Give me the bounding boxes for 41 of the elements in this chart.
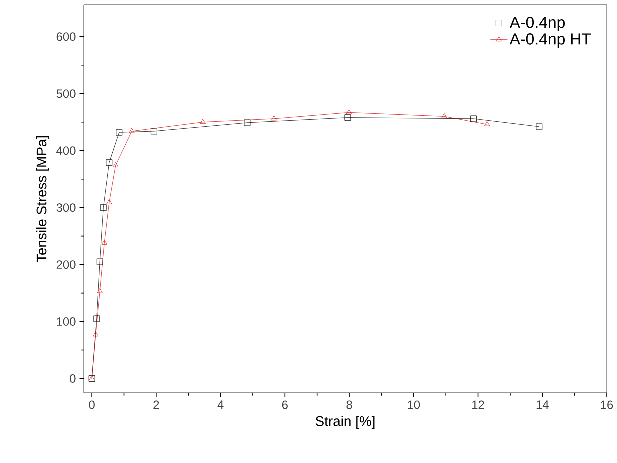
y-tick-label: 200 (56, 260, 76, 270)
x-tick-label: 2 (154, 400, 160, 410)
point (244, 120, 251, 126)
point (100, 204, 107, 212)
point (200, 119, 206, 124)
point (344, 114, 352, 121)
x-tick-label: 10 (408, 400, 420, 410)
x-tick-label: 8 (346, 400, 352, 410)
point (116, 129, 123, 136)
point (129, 128, 135, 134)
x-axis-title: Strain [%] (316, 416, 375, 430)
point (150, 128, 158, 135)
y-tick-label: 300 (56, 204, 76, 212)
point (113, 162, 119, 168)
x-tick-label: 6 (282, 400, 288, 410)
point (470, 116, 477, 122)
point (442, 113, 448, 118)
point (106, 160, 113, 166)
x-tick-label: 16 (601, 400, 614, 410)
point (94, 316, 100, 322)
y-tick-label: 600 (56, 32, 76, 42)
legend-label: A-0.4np (510, 16, 565, 32)
point (346, 109, 352, 114)
legend-label: A-0.4np HT (510, 34, 591, 48)
point (271, 116, 277, 121)
point (484, 121, 490, 126)
y-axis-title: Tensile Stress [MPa] (36, 136, 50, 262)
point (96, 258, 104, 266)
y-tick-label: 100 (57, 318, 76, 326)
point (102, 240, 108, 245)
point (97, 288, 103, 294)
x-tick-label: 12 (472, 400, 484, 410)
point (106, 200, 112, 204)
point (536, 124, 543, 130)
y-tick-label: 400 (56, 146, 76, 156)
x-tick-label: 14 (536, 400, 549, 409)
point (93, 332, 99, 337)
y-tick-label: 500 (56, 90, 76, 98)
x-tick-label: 0 (89, 400, 95, 410)
y-tick-label: 0 (70, 374, 76, 383)
x-tick-label: 4 (218, 400, 224, 409)
